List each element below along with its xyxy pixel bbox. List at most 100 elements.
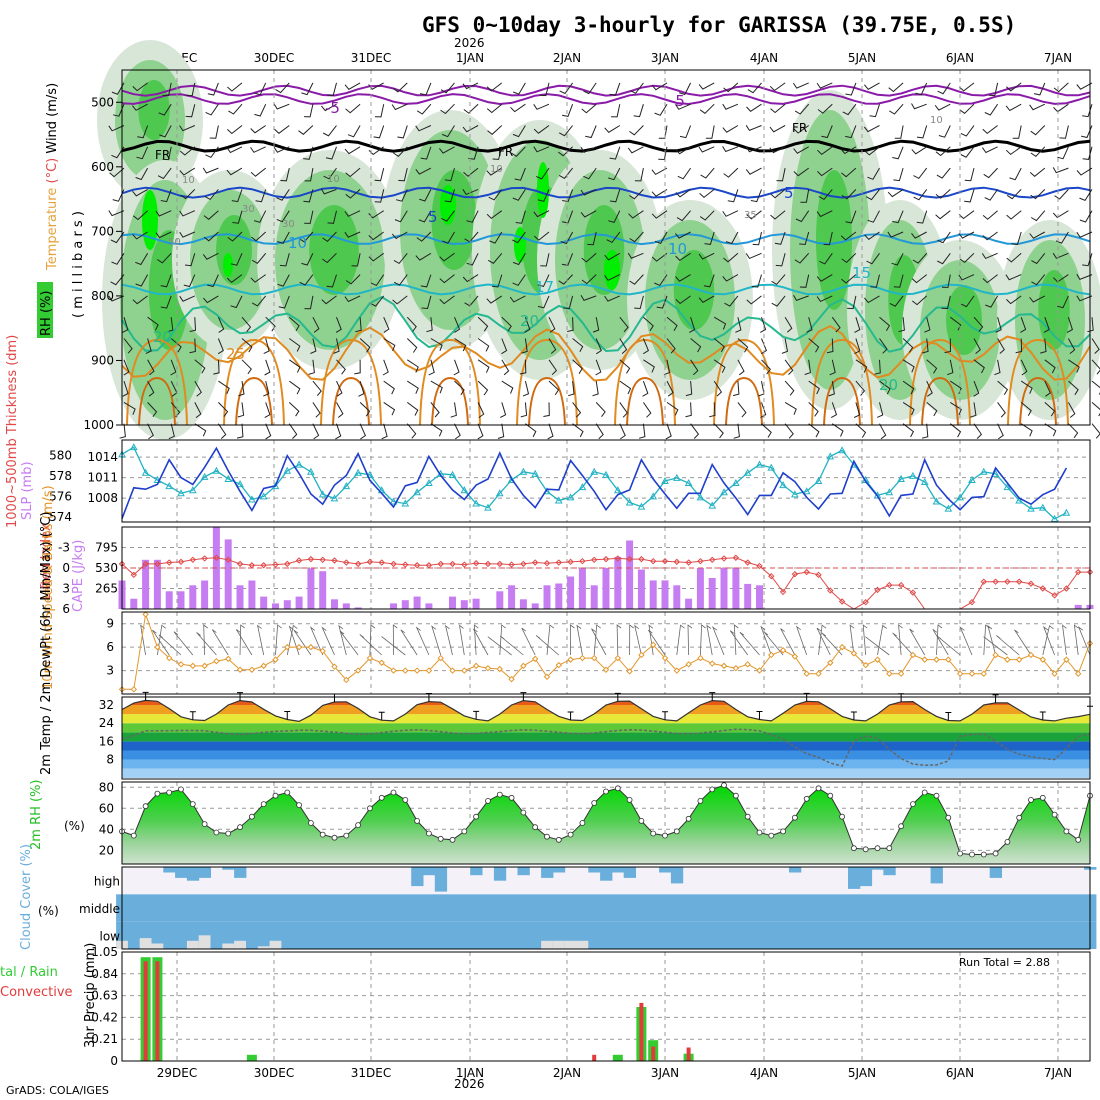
isotherm-25-arch — [1007, 338, 1069, 426]
wind-barb — [727, 189, 739, 203]
wind-barb — [629, 125, 644, 136]
high-cloud-bar — [670, 867, 684, 884]
wind-barb — [238, 381, 245, 397]
wind-barb — [1015, 338, 1023, 354]
wind-speed-point — [413, 667, 421, 674]
wind-barb — [486, 210, 503, 220]
thickness-point — [531, 469, 540, 477]
li-point — [1051, 592, 1058, 599]
wind-barb — [793, 146, 809, 154]
middle-cloud-bar — [375, 894, 389, 922]
surface-wind-barb — [932, 628, 949, 656]
date-label-top: 3JAN — [651, 51, 679, 65]
thickness-point — [566, 493, 575, 501]
li-point — [425, 562, 433, 569]
li-point — [1074, 568, 1082, 576]
thickness-point — [755, 460, 764, 468]
wind-barb — [745, 252, 762, 260]
thickness-point — [413, 488, 421, 496]
middle-cloud-bar — [694, 894, 707, 922]
wind-barb — [723, 82, 739, 93]
high-cloud-bar — [423, 867, 436, 876]
wind-barb — [982, 125, 998, 135]
wind-barb — [321, 103, 337, 112]
high-cloud-bar — [552, 867, 566, 873]
convective-bar — [143, 961, 148, 1061]
rh-point — [178, 786, 184, 793]
year-label-bottom: 2026 — [454, 1077, 485, 1091]
wind-barb — [525, 423, 537, 438]
wind-barb — [276, 189, 290, 201]
wind-barb — [416, 231, 432, 242]
low-cloud-bar — [293, 921, 306, 949]
temperature-label: Temperature — [45, 188, 60, 271]
run-total: Run Total = 2.88 — [959, 956, 1050, 969]
wind-barb — [466, 253, 479, 266]
wind-barb — [619, 338, 628, 354]
wind-barb — [395, 189, 408, 202]
wind-barb — [415, 252, 432, 261]
rh-point — [331, 834, 338, 841]
wind-barb — [312, 380, 322, 397]
wind-barb — [902, 380, 915, 395]
temp-minmax-bar — [331, 693, 338, 703]
thickness-point — [743, 468, 752, 476]
wind-barb — [795, 210, 810, 223]
li-point — [626, 555, 633, 563]
rh-point — [685, 815, 692, 822]
wind-barb — [604, 125, 621, 133]
wind-barb — [345, 274, 361, 285]
wind-barb — [750, 189, 762, 203]
precip-tick: 0.42 — [91, 1010, 118, 1024]
thickness-point — [342, 482, 351, 490]
wind-barb — [226, 146, 243, 154]
wind-barb — [157, 167, 172, 180]
wind-barb — [984, 189, 999, 201]
wind-barb — [466, 210, 479, 223]
wind-barb — [109, 167, 125, 178]
wind-speed-point — [1015, 656, 1023, 663]
wind-barb — [651, 188, 668, 197]
thickness-point — [554, 496, 563, 504]
surface-wind-barb — [862, 624, 868, 656]
wind-barb — [751, 274, 762, 288]
thickness-point — [366, 470, 374, 478]
contour-label-25: 25 — [226, 345, 245, 363]
middle-cloud-bar — [458, 894, 471, 922]
wind-barb — [415, 125, 432, 132]
surface-wind-barb — [458, 624, 465, 656]
cape-bar — [236, 585, 244, 609]
wind-barb — [514, 167, 526, 181]
wind-barb — [604, 252, 621, 261]
wind-barb — [911, 295, 928, 306]
middle-cloud-bar — [1072, 894, 1085, 922]
contour-label-fr3: FR — [792, 121, 807, 135]
date-label-bottom: 5JAN — [848, 1066, 876, 1080]
wind-barb — [784, 316, 793, 333]
surface-wind-barb — [196, 632, 217, 656]
contour-label-20c: 20 — [879, 376, 898, 394]
wind-barb — [179, 167, 196, 176]
temp-minmax-bar — [756, 711, 763, 720]
rh-point — [1028, 797, 1034, 803]
wind-barb — [583, 167, 597, 180]
wind-speed-point — [933, 656, 940, 663]
wind-barb — [312, 423, 320, 440]
wind-barb — [892, 210, 904, 224]
wind-barb — [1030, 189, 1046, 200]
rh-point — [874, 845, 881, 852]
surface-wind-barb — [687, 624, 693, 656]
wind-barb — [132, 210, 148, 221]
wind-barb — [770, 210, 786, 220]
wind-barb — [454, 423, 461, 440]
wind-barb — [713, 359, 726, 373]
li-point — [319, 556, 326, 564]
wind-speed-point — [992, 651, 999, 659]
contour-label-10a: 10 — [288, 234, 307, 252]
low-cloud-bar — [316, 921, 330, 949]
wind-speed-point — [531, 655, 539, 663]
surface-wind-barb — [569, 624, 575, 656]
wind-speed-point — [166, 654, 173, 662]
